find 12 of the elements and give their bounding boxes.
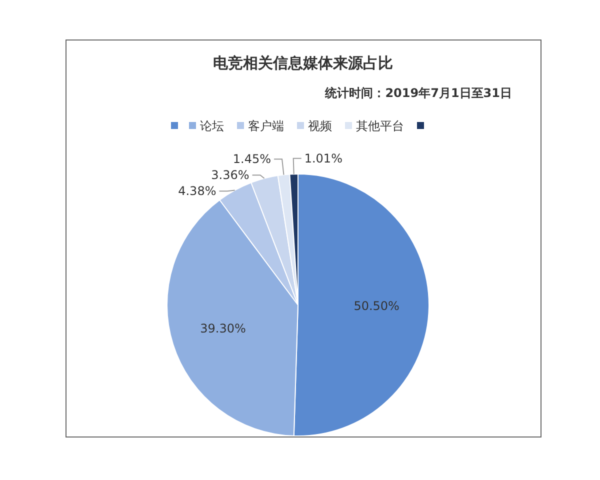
chart-subtitle: 统计时间：2019年7月1日至31日	[324, 86, 512, 100]
data-label: 39.30%	[200, 322, 246, 336]
legend-label: 客户端	[248, 119, 284, 133]
data-label: 3.36%	[211, 168, 250, 182]
legend-label: 论坛	[200, 119, 224, 133]
legend-label: 视频	[308, 119, 332, 133]
data-label: 1.01%	[304, 151, 342, 166]
data-label: 50.50%	[354, 299, 400, 314]
data-label: 1.45%	[232, 152, 272, 166]
legend-label: 其他平台	[356, 119, 404, 133]
chart-title: 电竞相关信息媒体来源占比	[213, 54, 393, 72]
data-label: 4.38%	[178, 184, 216, 198]
